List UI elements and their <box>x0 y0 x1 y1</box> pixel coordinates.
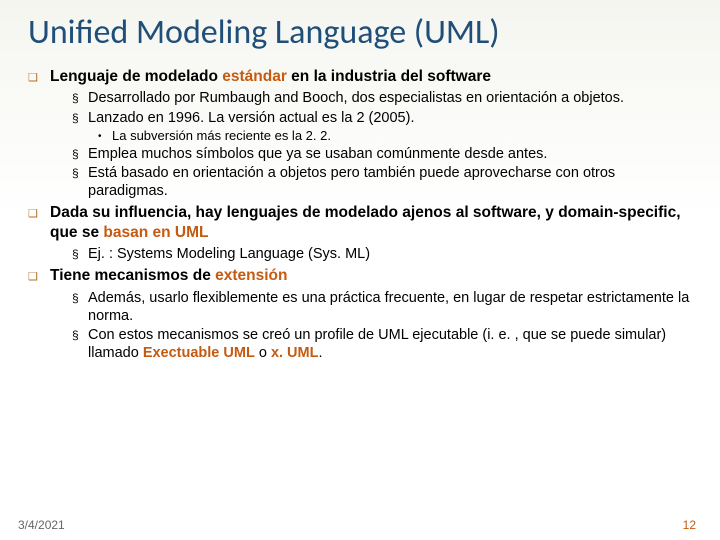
slide-footer: 3/4/2021 12 <box>18 518 696 532</box>
bullet-level-2: §Está basado en orientación a objetos pe… <box>72 164 692 200</box>
bullet-level-2: §Desarrollado por Rumbaugh and Booch, do… <box>72 89 692 107</box>
bullet-heading: Dada su influencia, hay lenguajes de mod… <box>50 203 692 242</box>
square-bullet-icon: ❑ <box>28 266 50 363</box>
section-bullet-icon: § <box>72 245 88 263</box>
bullet-heading: Tiene mecanismos de extensión <box>50 266 692 285</box>
bullet-text: Lanzado en 1996. La versión actual es la… <box>88 109 692 127</box>
bullet-text: Con estos mecanismos se creó un profile … <box>88 326 692 362</box>
bullet-level-2: §Además, usarlo flexiblemente es una prá… <box>72 289 692 325</box>
section-bullet-icon: § <box>72 289 88 325</box>
bullet-level-2: §Lanzado en 1996. La versión actual es l… <box>72 109 692 127</box>
section-bullet-icon: § <box>72 145 88 163</box>
bullet-level-2: §Con estos mecanismos se creó un profile… <box>72 326 692 362</box>
dot-bullet-icon: • <box>98 128 112 144</box>
footer-date: 3/4/2021 <box>18 518 65 532</box>
bullet-text: La subversión más reciente es la 2. 2. <box>112 128 692 144</box>
bullet-text: Desarrollado por Rumbaugh and Booch, dos… <box>88 89 692 107</box>
footer-page-number: 12 <box>683 518 696 532</box>
bullet-heading: Lenguaje de modelado estándar en la indu… <box>50 67 692 86</box>
bullet-level-1: ❑Tiene mecanismos de extensión §Además, u… <box>28 266 692 363</box>
section-bullet-icon: § <box>72 109 88 127</box>
bullet-text: Emplea muchos símbolos que ya se usaban … <box>88 145 692 163</box>
bullet-level-2: §Emplea muchos símbolos que ya se usaban… <box>72 145 692 163</box>
bullet-text: Además, usarlo flexiblemente es una prác… <box>88 289 692 325</box>
bullet-level-2: §Ej. : Systems Modeling Language (Sys. M… <box>72 245 692 263</box>
square-bullet-icon: ❑ <box>28 67 50 201</box>
slide-title: Unified Modeling Language (UML) <box>28 12 692 53</box>
slide-content: ❑Lenguaje de modelado estándar en la ind… <box>28 67 692 363</box>
section-bullet-icon: § <box>72 89 88 107</box>
bullet-level-1: ❑Lenguaje de modelado estándar en la ind… <box>28 67 692 201</box>
bullet-level-1: ❑Dada su influencia, hay lenguajes de mo… <box>28 203 692 264</box>
bullet-text: Ej. : Systems Modeling Language (Sys. ML… <box>88 245 692 263</box>
bullet-level-3: •La subversión más reciente es la 2. 2. <box>98 128 692 144</box>
bullet-text: Está basado en orientación a objetos per… <box>88 164 692 200</box>
square-bullet-icon: ❑ <box>28 203 50 264</box>
section-bullet-icon: § <box>72 326 88 362</box>
section-bullet-icon: § <box>72 164 88 200</box>
